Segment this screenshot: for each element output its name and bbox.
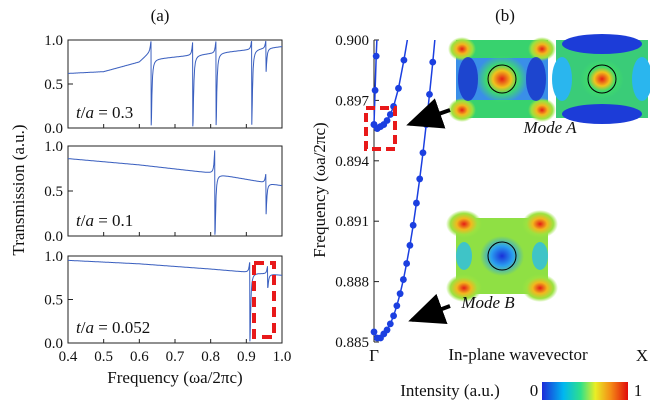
mode-a-label: Mode A — [522, 118, 577, 137]
ytick-label: 0.0 — [44, 229, 63, 245]
xtick-label: 0.8 — [201, 349, 220, 365]
band-point — [422, 121, 430, 128]
colorbar-min: 0 — [530, 381, 539, 400]
xtick-label: 0.5 — [94, 349, 113, 365]
ytick-label-b: 0.894 — [335, 154, 369, 170]
ytick-label: 0.5 — [44, 77, 63, 93]
transmission-trace-2 — [68, 259, 282, 342]
band-line-2 — [373, 40, 436, 339]
band-point — [429, 58, 437, 66]
band-point — [413, 199, 420, 207]
band-point — [386, 320, 394, 328]
band-point — [399, 276, 407, 283]
band-point — [416, 175, 424, 183]
panel-a: 0.00.51.0t/a = 0.30.00.51.0t/a = 0.10.00… — [44, 33, 291, 365]
transmission-trace-0 — [68, 40, 282, 127]
ytick-label: 0.5 — [44, 293, 63, 309]
band-point — [374, 27, 381, 34]
xtick-gamma: Γ — [369, 346, 379, 365]
band-point — [393, 302, 401, 310]
ytick-label: 1.0 — [44, 139, 63, 155]
arrow-mode-a — [406, 98, 451, 129]
band-point — [406, 241, 414, 249]
band-point — [426, 90, 433, 98]
band-point — [395, 84, 402, 92]
band-point — [370, 121, 378, 128]
ytick-label: 0.0 — [44, 336, 63, 352]
panel-b: 0.885 0.888 0.891 0.894 0.897 0.900 Γ X — [335, 27, 648, 365]
band-point — [432, 33, 439, 40]
xtick-label: 0.6 — [130, 349, 149, 365]
band-point — [371, 86, 379, 94]
band-point — [405, 33, 412, 40]
ytick-label-b: 0.885 — [335, 335, 369, 351]
band-point — [386, 111, 394, 118]
ytick-label: 1.0 — [44, 249, 63, 265]
colorbar — [542, 382, 628, 400]
xtick-x: X — [636, 346, 648, 365]
highlight-box-b — [364, 106, 397, 151]
ytick-label: 0.5 — [44, 184, 63, 200]
band-point — [372, 52, 380, 60]
subplot-annotation: t/a = 0.052 — [76, 318, 150, 337]
ytick-label: 1.0 — [44, 33, 63, 49]
xtick-label: 0.7 — [166, 349, 185, 365]
panel-b-label: (b) — [495, 6, 515, 25]
ytick-label-b: 0.888 — [335, 275, 369, 291]
mode-a-field-1 — [448, 37, 556, 122]
band-point — [400, 56, 408, 64]
mode-b-label: Mode B — [460, 293, 515, 312]
transmission-trace-1 — [68, 150, 282, 235]
band-point — [383, 117, 391, 124]
ytick-label: 0.0 — [44, 121, 63, 137]
band-point — [403, 260, 411, 267]
intensity-label: Intensity (a.u.) — [400, 381, 500, 400]
ytick-label-b: 0.900 — [335, 33, 369, 49]
mode-a-field-2 — [552, 34, 650, 124]
mode-b-field — [446, 210, 558, 302]
ytick-label-b: 0.891 — [335, 214, 369, 230]
band-point — [370, 328, 378, 336]
xtick-label: 1.0 — [273, 349, 292, 365]
panel-b-ylabel: Frequency (ωa/2πc) — [310, 122, 329, 257]
band-point — [409, 221, 417, 229]
band-point — [396, 290, 404, 298]
subplot-annotation: t/a = 0.1 — [76, 211, 133, 230]
xtick-label: 0.9 — [237, 349, 256, 365]
subplot-annotation: t/a = 0.3 — [76, 103, 133, 122]
panel-a-label: (a) — [151, 6, 170, 25]
band-point — [419, 149, 427, 157]
panel-b-xlabel: In-plane wavevector — [448, 345, 588, 364]
ytick-label-b: 0.897 — [335, 93, 369, 109]
band-point — [390, 312, 397, 320]
band-point — [383, 326, 391, 334]
panel-a-ylabel: Transmission (a.u.) — [9, 124, 28, 255]
arrow-mode-b — [408, 293, 451, 324]
highlight-box-a — [252, 261, 276, 339]
panel-a-xlabel: Frequency (ωa/2πc) — [107, 368, 242, 387]
xtick-label: 0.4 — [59, 349, 78, 365]
colorbar-max: 1 — [634, 381, 643, 400]
